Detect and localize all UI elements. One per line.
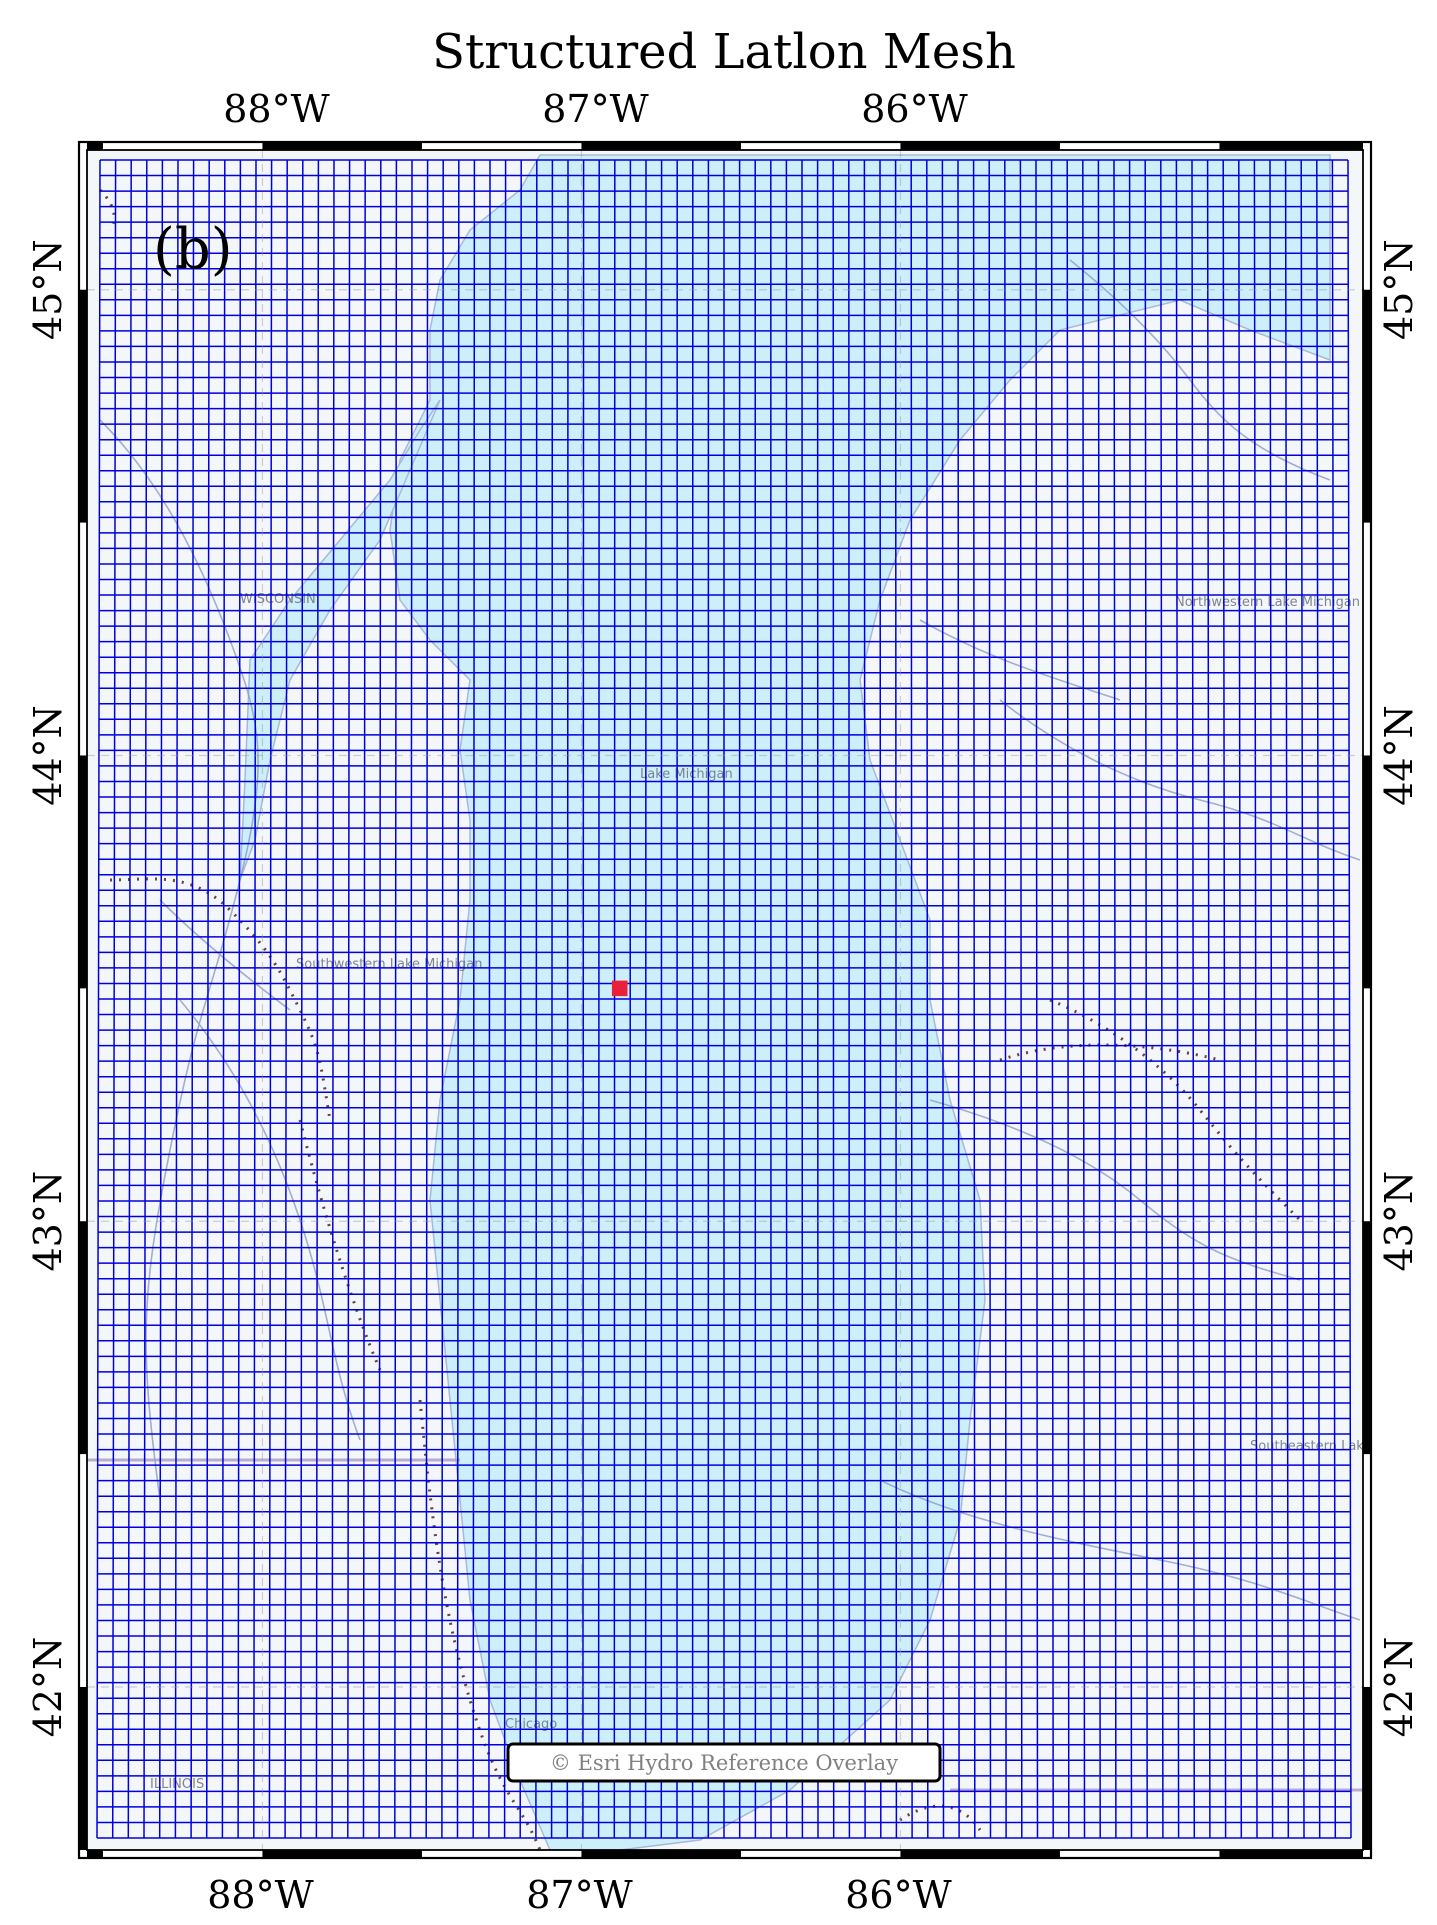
lat-tick-label-left: 43°N [26,1171,70,1272]
lat-tick-label-left: 45°N [26,239,70,340]
frame-segment [581,142,741,150]
lat-tick-label-right: 42°N [1377,1637,1421,1738]
attribution-text: © Esri Hydro Reference Overlay [550,1751,898,1775]
frame-segment [1363,1221,1371,1455]
chart-title: Structured Latlon Mesh [432,24,1016,80]
lon-tick-label-top: 88°W [223,87,329,131]
frame-segment [79,1221,87,1455]
lon-tick-label-top: 86°W [861,87,967,131]
frame-segment [87,142,103,150]
frame-segment [262,142,422,150]
lon-tick-label-bottom: 87°W [526,1873,632,1917]
graticule [87,150,1363,1850]
lon-tick-label-top: 87°W [542,87,648,131]
basemap-label: Southeastern Lake Michigan [1250,1439,1434,1454]
frame-segment [79,289,87,523]
latlon-mesh [96,159,1352,1839]
frame-segment [1363,289,1371,523]
basemap-label: Southwestern Lake Michigan [296,957,482,972]
attribution-box: © Esri Hydro Reference Overlay [506,1742,942,1783]
frame-segment [1363,755,1371,989]
frame-segment [581,1850,741,1858]
highlighted-mesh-cell[interactable] [611,980,628,997]
lat-tick-label-left: 42°N [26,1637,70,1738]
lon-tick-label-bottom: 86°W [845,1873,951,1917]
frame-segment [1363,1686,1371,1850]
frame-segment [1219,1850,1363,1858]
frame-segment [79,755,87,989]
panel-label: (b) [153,217,233,282]
basemap-state-lines [87,1458,1363,1792]
frame-segment [87,1850,103,1858]
frame-segment [79,1686,87,1850]
basemap-label: Northwestern Lake Michigan [1175,595,1360,610]
lat-tick-label-right: 44°N [1377,705,1421,806]
frame-segment [900,142,1060,150]
basemap-label: Lake Michigan [640,767,733,782]
frame-segment [900,1850,1060,1858]
map-frame [77,140,1373,1860]
frame-segment [262,1850,422,1858]
tick-labels: 88°W 88°W 87°W 87°W 86°W 86°W 45°N 45°N 44°N 44°N… [26,87,1421,1917]
lat-tick-label-right: 43°N [1377,1171,1421,1272]
basemap-label: Chicago [505,1717,557,1732]
lat-tick-label-right: 45°N [1377,239,1421,340]
lat-tick-label-left: 44°N [26,705,70,806]
basemap-label: ILLINOIS [150,1777,204,1792]
lon-tick-label-bottom: 88°W [207,1873,313,1917]
map-area[interactable]: WISCONSIN Lake Michigan Northwestern Lak… [87,150,1434,1850]
frame-segment [1219,142,1363,150]
